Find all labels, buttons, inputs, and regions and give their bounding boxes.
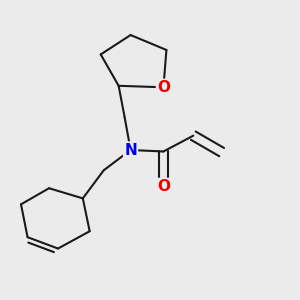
Text: N: N <box>124 142 137 158</box>
Text: O: O <box>157 179 170 194</box>
Text: O: O <box>157 80 170 95</box>
